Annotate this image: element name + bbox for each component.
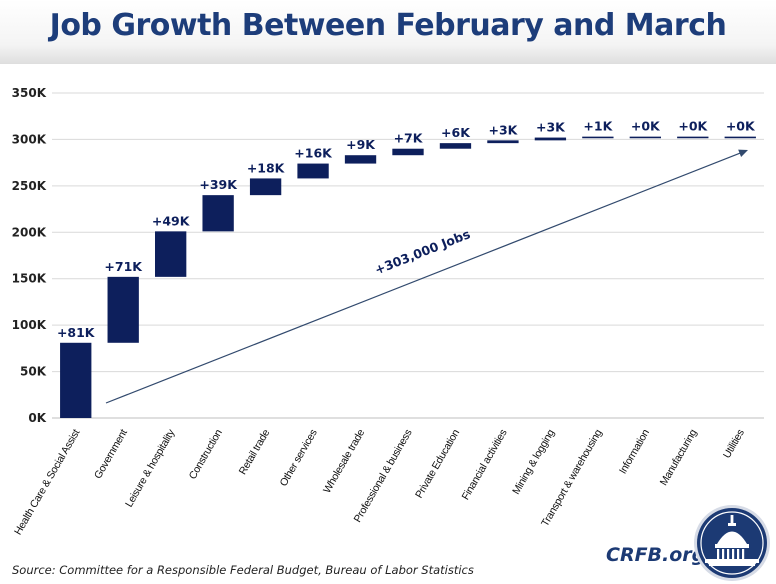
trend-arrow xyxy=(105,152,742,404)
y-tick-label: 50K xyxy=(20,365,47,379)
x-tick-label: Private Education xyxy=(413,427,462,500)
y-tick-label: 250K xyxy=(12,179,47,193)
bar xyxy=(297,163,329,179)
trend-arrowhead xyxy=(738,149,748,158)
data-label: +49K xyxy=(152,213,191,228)
bar xyxy=(107,276,139,343)
x-tick-label: Other services xyxy=(278,427,320,488)
source-note: Source: Committee for a Responsible Fede… xyxy=(12,563,474,577)
x-tick-label: Wholesale trade xyxy=(321,427,367,495)
x-tick-label: Construction xyxy=(187,427,225,481)
bar xyxy=(249,178,282,196)
data-label: +39K xyxy=(199,177,238,192)
data-label: +0K xyxy=(726,119,756,134)
bar xyxy=(487,140,519,144)
header-band xyxy=(0,0,776,64)
bar xyxy=(582,136,614,139)
data-label: +7K xyxy=(394,131,424,146)
page-title: Job Growth Between February and March xyxy=(49,8,727,43)
bar xyxy=(60,342,92,418)
y-tick-label: 150K xyxy=(12,272,47,286)
data-label: +6K xyxy=(441,125,471,140)
bar xyxy=(534,137,567,141)
x-tick-label: Financial activities xyxy=(460,427,510,502)
capitol-dome-icon xyxy=(694,505,770,581)
data-label: +0K xyxy=(678,119,708,134)
data-label: +71K xyxy=(104,259,143,274)
data-label: +3K xyxy=(489,122,519,137)
data-label: +3K xyxy=(536,120,566,135)
y-tick-label: 0K xyxy=(28,411,46,425)
brand-text[interactable]: CRFB.org xyxy=(606,544,706,566)
bar xyxy=(155,231,187,277)
bar xyxy=(439,143,472,149)
x-tick-label: Manufacturing xyxy=(658,427,700,488)
x-tick-label: Utilities xyxy=(721,427,747,460)
data-label: +16K xyxy=(294,146,333,161)
bar xyxy=(629,136,661,139)
data-label: +1K xyxy=(583,119,613,134)
y-tick-label: 300K xyxy=(12,132,47,146)
bar xyxy=(392,148,424,156)
data-label: +81K xyxy=(57,325,96,340)
x-tick-label: Health Care & Social Assist xyxy=(12,427,82,537)
trend-annotation: +303,000 Jobs xyxy=(372,226,472,277)
x-tick-label: Retail trade xyxy=(237,427,273,477)
y-tick-label: 350K xyxy=(12,86,47,100)
y-tick-label: 100K xyxy=(12,318,47,332)
x-tick-label: Information xyxy=(617,427,652,476)
x-tick-label: Leisure & hospitality xyxy=(123,427,178,510)
x-tick-label: Government xyxy=(92,427,130,481)
bar xyxy=(202,195,234,232)
data-label: +0K xyxy=(631,119,661,134)
x-tick-label: Mining & logging xyxy=(510,427,557,496)
bar xyxy=(724,136,756,139)
data-label: +9K xyxy=(346,137,376,152)
bar xyxy=(677,136,709,139)
bar xyxy=(344,155,377,164)
data-label: +18K xyxy=(247,160,286,175)
y-tick-label: 200K xyxy=(12,225,47,239)
